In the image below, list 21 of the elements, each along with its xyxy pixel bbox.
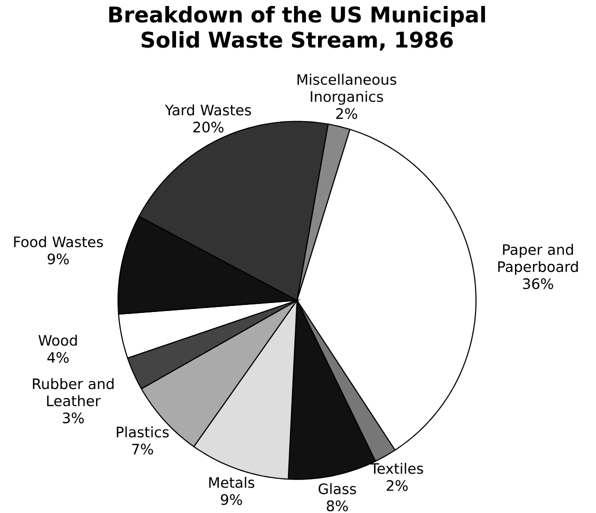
data-label: 2% — [386, 480, 408, 491]
slice-label: Food Wastes — [14, 236, 103, 248]
data-label: 9% — [48, 253, 69, 264]
slice-label: Metals — [209, 476, 254, 488]
slice-label: Plastics — [116, 426, 169, 438]
data-label: 20% — [193, 122, 224, 132]
data-label: 4% — [47, 352, 69, 363]
slice-label: Wood — [38, 334, 77, 346]
data-label: 9% — [220, 494, 242, 505]
slice-label: Miscellaneous Inorganics — [298, 74, 396, 105]
slice-label: Yard Wastes — [164, 104, 251, 116]
slice-label: Paper and Paperboard — [498, 244, 578, 275]
slice-label: Textiles — [370, 462, 424, 474]
chart-title: Breakdown of the US Municipal Solid Waste Stream, 1986 — [109, 6, 485, 51]
data-label: 36% — [523, 278, 554, 290]
data-label: 8% — [326, 500, 348, 512]
data-label: 3% — [62, 412, 84, 424]
data-label: 7% — [132, 444, 154, 454]
slice-label: Rubber and Leather — [32, 378, 114, 406]
slice-label: Glass — [318, 483, 356, 494]
data-label: 2% — [336, 108, 358, 119]
